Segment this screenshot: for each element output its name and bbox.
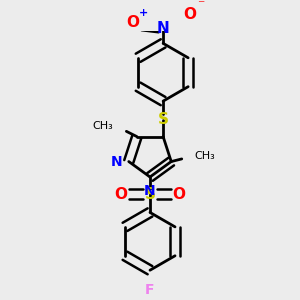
Text: +: + bbox=[139, 8, 148, 18]
Text: O: O bbox=[115, 187, 128, 202]
Text: O: O bbox=[183, 7, 196, 22]
Text: O: O bbox=[126, 15, 140, 30]
Text: CH₃: CH₃ bbox=[195, 151, 216, 161]
Text: N: N bbox=[144, 184, 156, 197]
Text: N: N bbox=[157, 21, 169, 36]
Text: N: N bbox=[111, 154, 122, 169]
Text: S: S bbox=[158, 112, 169, 127]
Text: F: F bbox=[145, 283, 155, 297]
Text: S: S bbox=[145, 187, 155, 202]
Text: ⁻: ⁻ bbox=[197, 0, 205, 12]
Text: CH₃: CH₃ bbox=[92, 121, 113, 131]
Text: O: O bbox=[172, 187, 185, 202]
